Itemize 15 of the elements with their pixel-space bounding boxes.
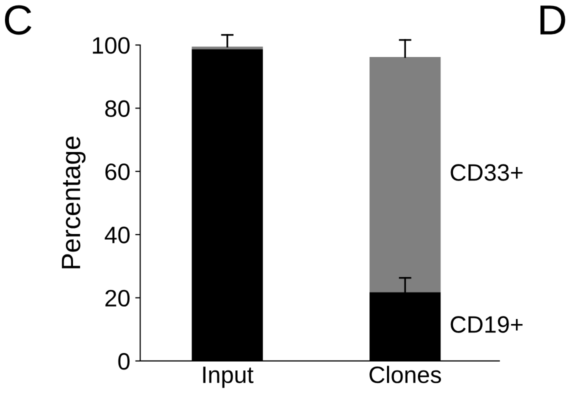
y-tick-label: 40	[104, 226, 130, 244]
text: D	[540, 6, 566, 34]
y-axis-title: Percentage	[62, 136, 86, 268]
y-tick-label: 20	[105, 290, 130, 307]
text: C	[4, 5, 32, 35]
x-tick-label: Input	[203, 366, 254, 388]
y-tick-label: 100	[92, 37, 130, 54]
x-tick-label: Clones	[370, 366, 441, 384]
series-label: CD19+	[450, 316, 523, 333]
bar	[192, 46, 263, 50]
series-label: CD33+	[450, 164, 523, 181]
bar	[370, 57, 441, 292]
y-tick-label: 0	[118, 353, 130, 370]
y-tick-label: 60	[105, 163, 130, 180]
y-tick-label: 80	[105, 100, 130, 117]
